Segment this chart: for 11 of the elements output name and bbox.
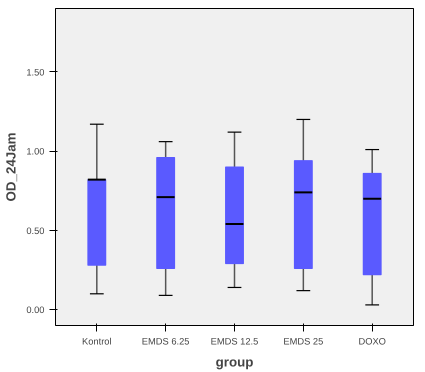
y-axis-title: OD_24Jam [3,132,18,202]
x-tick-label: Kontrol [82,336,112,346]
x-tick-label: EMDS 12.5 [210,336,258,346]
x-tick-label: DOXO [358,336,386,346]
y-tick-label: 0.50 [26,226,44,236]
x-tick-label: EMDS 25 [283,336,324,346]
y-tick-label: 1.00 [26,146,44,157]
y-tick-label: 0.00 [26,305,44,316]
x-axis-title: group [216,354,254,370]
x-tick-label: EMDS 6.25 [142,336,190,346]
y-tick-label: 1.50 [26,67,44,78]
